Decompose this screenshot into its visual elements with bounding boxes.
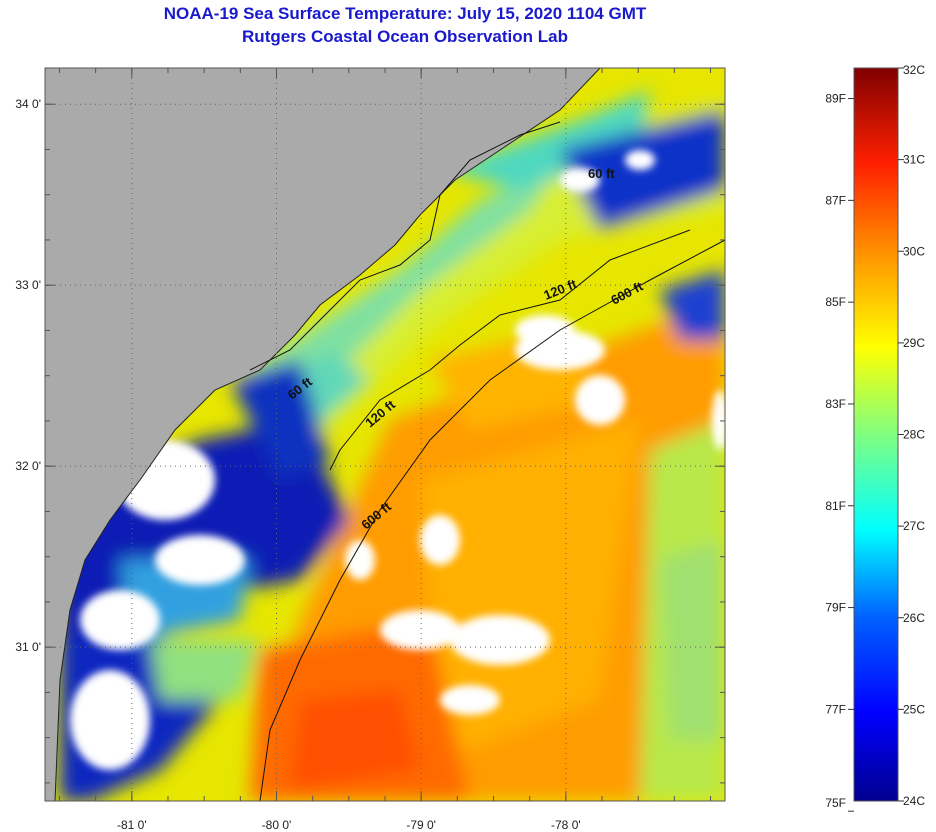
axis-tick-labels: -81 0' -80 0' -79 0' -78 0' 34 0' 33 0' 32 0' 3… [15, 97, 580, 832]
celsius-label: 26C [903, 611, 925, 625]
lat-tick-label: 31 0' [15, 640, 41, 654]
fahrenheit-label: 77F [825, 702, 846, 716]
axis-ticks [45, 68, 725, 801]
land-mass [45, 68, 600, 801]
fahrenheit-label: 87F [825, 193, 846, 207]
fahrenheit-label: 81F [825, 499, 846, 513]
lon-tick-label: -80 0' [262, 818, 292, 832]
fahrenheit-label: 75F [825, 796, 846, 810]
fahrenheit-label: 79F [825, 601, 846, 615]
celsius-label: 28C [903, 428, 925, 442]
cloud-mask [70, 150, 725, 770]
isobath-120ft [329, 229, 691, 471]
lat-tick-label: 33 0' [15, 278, 41, 292]
contour-label: 60 ft [588, 166, 615, 181]
lon-tick-label: -79 0' [406, 818, 436, 832]
fahrenheit-label: 85F [825, 295, 846, 309]
coastline [54, 68, 601, 801]
celsius-label: 32C [903, 63, 925, 77]
celsius-label: 27C [903, 519, 925, 533]
map-title: NOAA-19 Sea Surface Temperature: July 15… [163, 4, 647, 23]
celsius-label: 31C [903, 153, 925, 167]
lon-tick-label: -78 0' [551, 818, 581, 832]
lon-tick-label: -81 0' [117, 818, 147, 832]
celsius-label: 29C [903, 336, 925, 350]
celsius-label: 30C [903, 244, 925, 258]
fahrenheit-label: 89F [825, 92, 846, 106]
isobath-600ft [259, 239, 725, 801]
map-subtitle: Rutgers Coastal Ocean Observation Lab [242, 27, 568, 46]
celsius-label: 25C [903, 702, 925, 716]
fahrenheit-label: 83F [825, 397, 846, 411]
isobath-60ft [249, 121, 561, 371]
graticule [45, 68, 725, 801]
lat-tick-label: 32 0' [15, 459, 41, 473]
colorbar-gradient [853, 67, 899, 802]
celsius-label: 24C [903, 794, 925, 808]
lat-tick-label: 34 0' [15, 97, 41, 111]
